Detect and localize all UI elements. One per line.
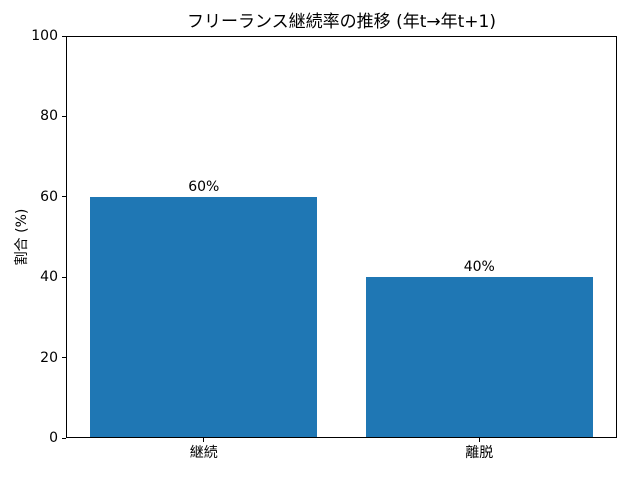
chart-title: フリーランス継続率の推移 (年t→年t+1) [187, 12, 496, 32]
y-tick-mark [62, 196, 66, 198]
y-tick-label: 80 [40, 108, 58, 125]
y-tick-label: 20 [40, 349, 58, 366]
x-tick-label: 離脱 [465, 445, 494, 461]
y-tick-label: 40 [40, 269, 58, 286]
y-tick-label: 60 [40, 188, 58, 205]
y-tick-mark [62, 35, 66, 37]
bar-離脱 [365, 277, 593, 437]
x-tick-mark [203, 438, 205, 442]
bar-value-label: 60% [188, 178, 220, 195]
plot-area [66, 36, 617, 438]
bar-value-label: 40% [463, 259, 495, 276]
y-tick-mark [62, 276, 66, 278]
bar-継続 [90, 196, 318, 437]
x-tick-label: 継続 [189, 445, 218, 461]
y-tick-label: 0 [49, 430, 58, 446]
y-tick-mark [62, 437, 66, 439]
y-tick-mark [62, 115, 66, 117]
x-tick-mark [478, 438, 480, 442]
y-tick-label: 100 [31, 28, 58, 44]
y-axis-label: 割合 (%) [14, 208, 30, 266]
y-tick-mark [62, 357, 66, 359]
